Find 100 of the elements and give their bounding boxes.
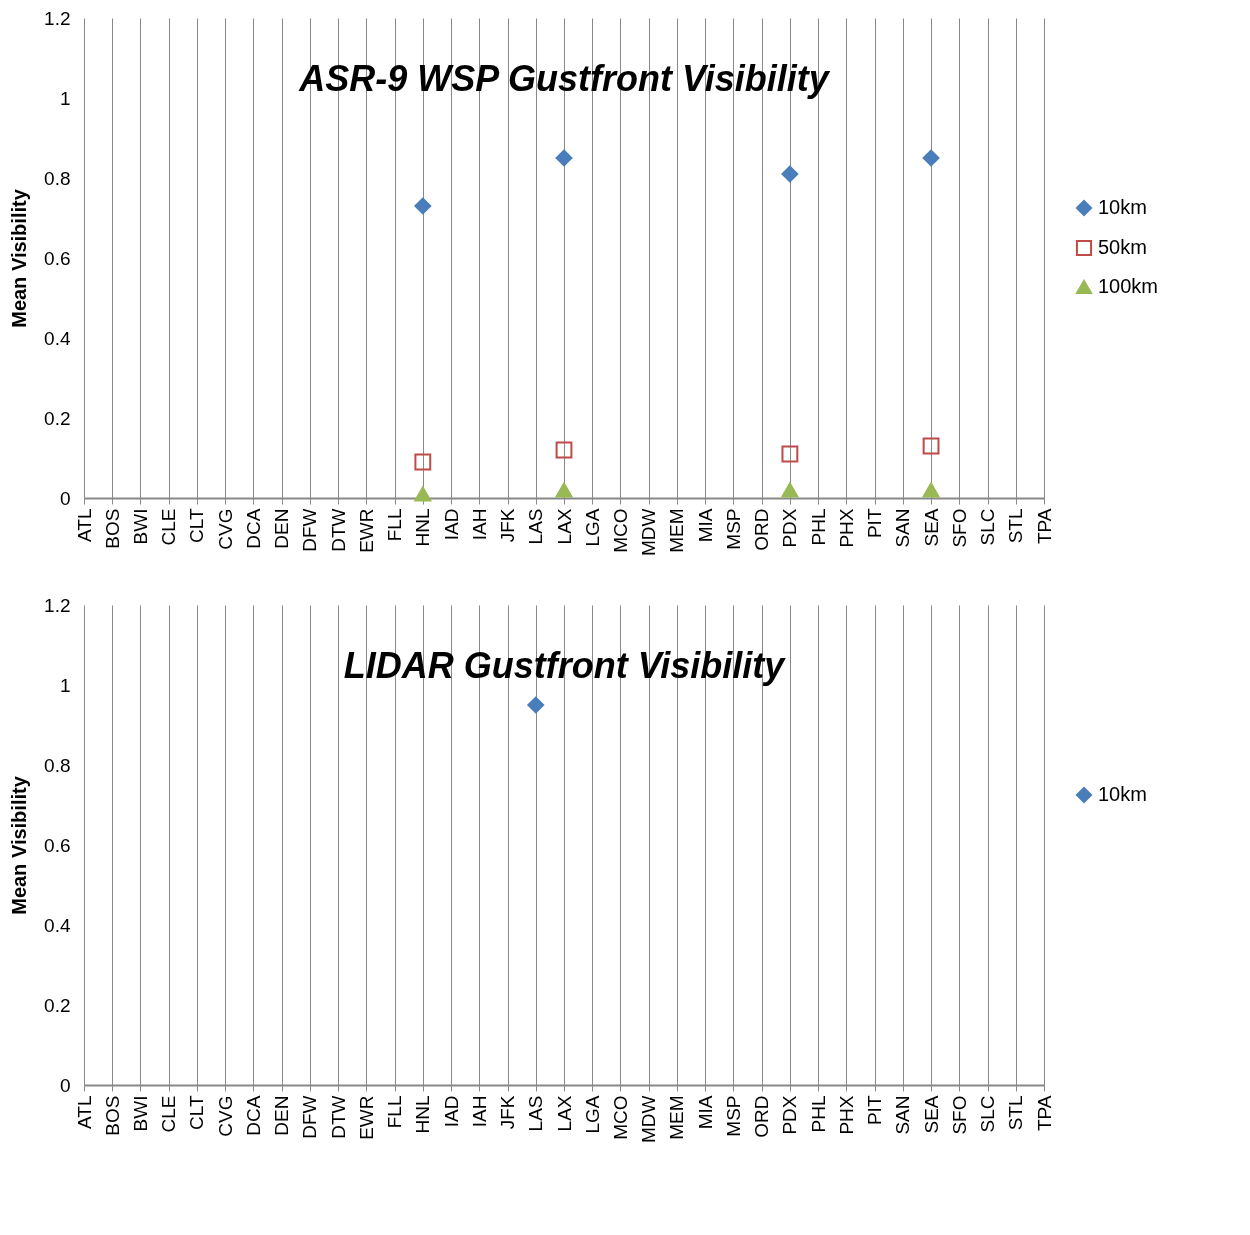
x-tick-label: MSP (722, 508, 744, 550)
x-tick-label: HNL (412, 1095, 434, 1134)
x-tick-label: LGA (581, 1095, 603, 1134)
y-tick-label: 1 (59, 674, 71, 696)
point (414, 453, 432, 471)
point (414, 197, 432, 215)
x-tick-label: DFW (299, 508, 321, 552)
point (781, 482, 799, 498)
x-tick-label: DCA (242, 1095, 264, 1136)
y-tick-label: 0.2 (44, 407, 71, 429)
x-tick-label: FLL (384, 508, 406, 542)
x-tick-label: MEM (666, 1095, 688, 1140)
point (414, 486, 432, 502)
x-tick-label: CVG (214, 508, 236, 550)
x-tick-label: ORD (751, 508, 773, 551)
x-tick-label: LAS (525, 508, 547, 545)
x-tick-label: PHX (835, 508, 857, 548)
x-tick-label: MIA (694, 508, 716, 543)
x-tick-label: DTW (327, 1095, 349, 1139)
x-tick-label: IAH (468, 508, 490, 541)
point (922, 149, 940, 167)
y-tick-label: 1 (59, 87, 71, 109)
x-tick-label: TPA (1033, 508, 1055, 545)
y-tick-label: 0.8 (44, 754, 71, 776)
y-tick-label: 0.6 (44, 247, 71, 269)
x-tick-label: SLC (977, 1095, 999, 1133)
x-tick-label: CLT (186, 508, 208, 543)
x-tick-label: TPA (1033, 1095, 1055, 1132)
text: ASR-9 WSP Gustfront Visibility (298, 58, 831, 99)
x-tick-label: EWR (355, 508, 377, 553)
x-tick-label: JFK (497, 1095, 519, 1130)
x-tick-label: LGA (581, 508, 603, 547)
y-tick-label: 1.2 (44, 594, 71, 616)
x-tick-label: PHL (807, 1095, 829, 1133)
x-tick-label: DTW (327, 508, 349, 552)
point (781, 165, 799, 183)
x-tick-label: ORD (751, 1095, 773, 1138)
y-axis-title: Mean Visibility (8, 188, 31, 328)
y-tick-label: 0.4 (44, 327, 71, 349)
x-tick-label: MIA (694, 1095, 716, 1130)
legend-label: 10km (1098, 783, 1147, 805)
x-tick-label: SAN (892, 508, 914, 548)
x-tick-label: PHL (807, 508, 829, 546)
x-tick-label: MSP (722, 1095, 744, 1137)
point (922, 437, 940, 455)
x-tick-label: LAX (553, 508, 575, 545)
x-tick-label: DEN (271, 508, 293, 549)
x-tick-label: IAD (440, 1095, 462, 1128)
legend-label: 50km (1098, 236, 1147, 258)
x-tick-label: BWI (129, 508, 151, 545)
x-tick-label: BOS (101, 508, 123, 549)
x-tick-label: STL (1005, 1095, 1027, 1131)
x-tick-label: MDW (638, 1095, 660, 1143)
x-tick-label: CLT (186, 1095, 208, 1130)
point (555, 149, 573, 167)
x-tick-label: SAN (892, 1095, 914, 1135)
x-tick-label: LAS (525, 1095, 547, 1132)
x-tick-label: DFW (299, 1095, 321, 1139)
x-tick-label: PIT (864, 508, 886, 539)
x-tick-label: PIT (864, 1095, 886, 1126)
x-tick-label: SEA (920, 1095, 942, 1134)
x-tick-label: JFK (497, 508, 519, 543)
x-tick-label: LAX (553, 1095, 575, 1132)
point (781, 445, 799, 463)
x-tick-label: FLL (384, 1095, 406, 1129)
x-tick-label: DCA (242, 508, 264, 549)
text: LIDAR Gustfront Visibility (343, 645, 787, 686)
x-tick-label: DEN (271, 1095, 293, 1136)
y-tick-label: 0.2 (44, 994, 71, 1016)
x-tick-label: MDW (638, 508, 660, 556)
x-tick-label: MEM (666, 508, 688, 553)
x-tick-label: BOS (101, 1095, 123, 1136)
x-tick-label: SFO (948, 508, 970, 548)
y-tick-label: 0 (59, 1074, 71, 1096)
x-tick-label: PDX (779, 1095, 801, 1135)
x-tick-label: MCO (609, 508, 631, 553)
x-tick-label: IAD (440, 508, 462, 541)
x-tick-label: HNL (412, 508, 434, 547)
x-tick-label: SEA (920, 508, 942, 547)
point (555, 441, 573, 459)
x-tick-label: BWI (129, 1095, 151, 1132)
x-tick-label: MCO (609, 1095, 631, 1140)
y-axis-title: Mean Visibility (8, 775, 31, 915)
x-tick-label: CLE (158, 1095, 180, 1133)
legend-label: 100km (1098, 275, 1159, 297)
x-tick-label: ATL (73, 1095, 95, 1129)
x-tick-label: SFO (948, 1095, 970, 1135)
x-tick-label: PHX (835, 1095, 857, 1135)
point (555, 482, 573, 498)
x-tick-label: STL (1005, 508, 1027, 544)
point (922, 482, 940, 498)
x-tick-label: CVG (214, 1095, 236, 1137)
x-tick-label: EWR (355, 1095, 377, 1140)
x-tick-label: PDX (779, 508, 801, 548)
y-tick-label: 0.4 (44, 914, 71, 936)
y-tick-label: 0.8 (44, 167, 71, 189)
y-tick-label: 1.2 (44, 7, 71, 29)
x-tick-label: ATL (73, 508, 95, 542)
x-tick-label: SLC (977, 508, 999, 546)
legend-label: 10km (1098, 196, 1147, 218)
